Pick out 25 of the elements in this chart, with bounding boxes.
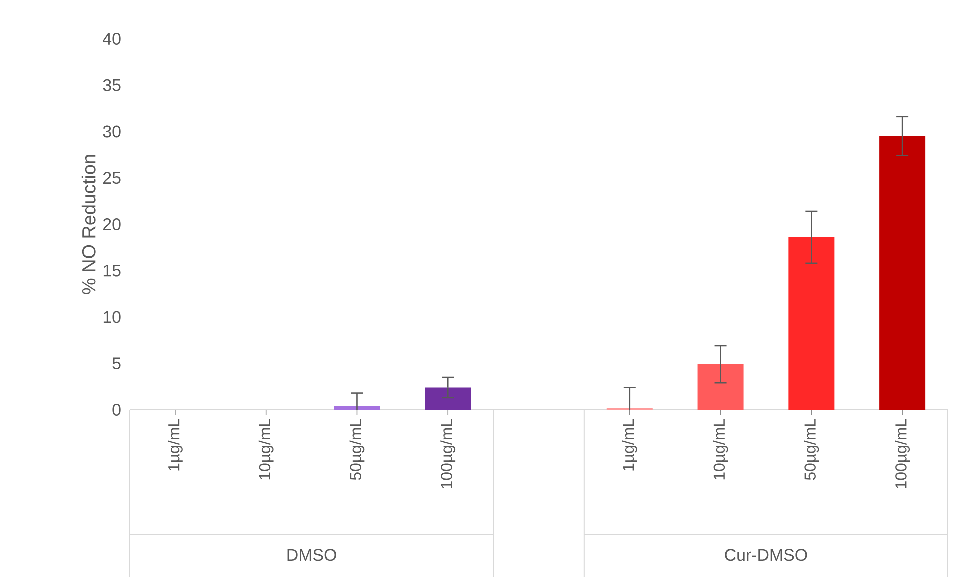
x-tick-label: 10µg/mL: [258, 419, 274, 480]
x-tick-label: 50µg/mL: [350, 419, 365, 480]
y-tick-label: 35: [103, 79, 121, 92]
text: DMSO: [288, 549, 336, 562]
y-axis-title: % NO Reduction: [82, 155, 96, 294]
y-tick-label: 15: [104, 264, 121, 277]
x-tick-label: 10µg/mL: [713, 419, 728, 480]
bar: [425, 388, 472, 410]
x-tick-label: 1µg/mL: [168, 419, 183, 471]
bar: [880, 136, 926, 410]
y-tick-label: 25: [104, 172, 121, 184]
x-tick-label: 100µg/mL: [895, 419, 910, 489]
y-tick-label: 10: [104, 311, 121, 324]
y-tick-label: 40: [103, 32, 121, 45]
text: Cur-DMSO: [725, 549, 808, 562]
y-tick-label: 30: [103, 126, 121, 138]
x-tick-label: 1µg/mL: [622, 419, 638, 471]
bar: [788, 237, 835, 410]
y-tick-label: 20: [104, 218, 121, 230]
y-tick-label: 0: [112, 404, 121, 416]
y-tick-label: 5: [112, 358, 121, 370]
x-tick-label: 100µg/mL: [440, 419, 456, 489]
bar: [698, 364, 744, 410]
bar: [334, 406, 380, 410]
x-tick-label: 50µg/mL: [804, 419, 820, 480]
